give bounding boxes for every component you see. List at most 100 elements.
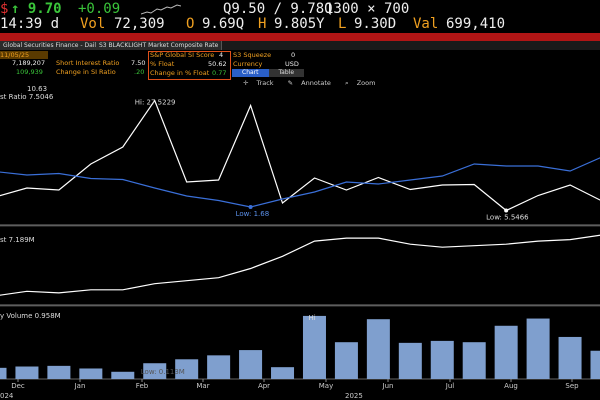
short-interest-value: 7,189,207 xyxy=(12,59,46,67)
volume-bar xyxy=(334,342,358,379)
change-si-ratio-value: .20 xyxy=(134,68,145,76)
open-label: O xyxy=(186,16,195,32)
volume-label: Vol xyxy=(80,16,106,32)
pct-float-label: % Float xyxy=(150,60,175,68)
x-month-label: Mar xyxy=(196,382,209,390)
volume-bar xyxy=(175,359,199,379)
zoom-icon: ⌕ xyxy=(344,79,349,87)
x-month-label: Jan xyxy=(74,382,86,390)
volume-bar xyxy=(79,368,103,379)
zoom-tool[interactable]: ⌕ Zoom xyxy=(345,79,381,87)
val-value: 699,410 xyxy=(446,16,506,32)
si-ratio-low-label: Low: 5.5466 xyxy=(486,214,529,222)
chart-view-button[interactable]: Chart xyxy=(232,69,269,77)
volume-bar xyxy=(526,318,550,379)
si-score-label: S&P Global SI Score xyxy=(150,51,215,59)
track-label: Track xyxy=(256,79,274,87)
view-toggle: Chart Table xyxy=(232,69,305,77)
change-pct-float-label: Change in % Float xyxy=(150,69,210,77)
volume-bar xyxy=(430,340,454,379)
volume-bar xyxy=(111,371,135,379)
short-interest-ratio-series-0 xyxy=(0,99,600,212)
volume-bar xyxy=(47,365,71,379)
bid-ask: Q9.50 / 9.78Q xyxy=(223,1,333,17)
high-value: 9.805Y xyxy=(274,16,325,32)
x-month-label: May xyxy=(319,382,333,390)
annotate-label: Annotate xyxy=(301,79,331,87)
pct-float-value: 50.62 xyxy=(208,60,227,68)
volume-bar xyxy=(590,350,600,379)
si-ratio-high-label: Hi: 27.5229 xyxy=(135,99,176,107)
volume-low-label: Low: 0.113M xyxy=(141,368,185,376)
x-month-label: Feb xyxy=(136,382,149,390)
volume-bar xyxy=(494,325,518,379)
annotate-icon: ✎ xyxy=(287,79,294,87)
si-ratio-blue-low-label: Low: 1.68 xyxy=(236,210,270,218)
si-ratio-low-marker xyxy=(504,208,509,213)
x-month-label: Jun xyxy=(382,382,394,390)
chart-area[interactable]: Hi: 27.5229 Low: 5.5466 Low: 1.68 Hi Low: 0… xyxy=(0,80,600,400)
short-interest-ratio-value: 7.50 xyxy=(131,59,146,67)
x-year-label: 2025 xyxy=(345,392,363,400)
volume-bar xyxy=(366,319,390,379)
short-interest-ratio-label: Short Interest Ratio xyxy=(56,59,120,67)
tab-bar: Global Securities Finance - Daily S3 BLA… xyxy=(0,41,600,50)
last-price: ↑ 9.70 xyxy=(11,1,62,17)
annotate-tool[interactable]: ✎ Annotate xyxy=(288,79,337,87)
s3-squeeze-label: S3 Squeeze xyxy=(233,51,272,59)
s3-squeeze-value: 0 xyxy=(291,51,296,59)
quote-header-row-2: 14:39 d Vol 72,309 O 9.69Q H 9.805Y L 9.… xyxy=(0,16,600,34)
zoom-label: Zoom xyxy=(356,79,376,87)
volume-bar xyxy=(302,315,326,379)
volume-bar xyxy=(398,342,422,379)
volume-bar xyxy=(271,367,295,379)
x-month-label: Aug xyxy=(504,382,518,390)
open-value: 9.69Q xyxy=(202,16,245,32)
si-ratio-legend: st Ratio 7.5046 xyxy=(0,93,54,101)
volume-high-label: Hi xyxy=(308,314,315,322)
volume-bar xyxy=(0,367,7,379)
x-month-label: Jul xyxy=(445,382,455,390)
score-box-outline xyxy=(148,51,231,80)
volume-bar xyxy=(462,342,486,379)
x-year-label: 024 xyxy=(0,392,14,400)
sparkline-icon xyxy=(141,4,181,15)
short-interest-legend: st 7.189M xyxy=(0,236,35,244)
short-interest-series-0 xyxy=(0,234,600,296)
function-red-bar xyxy=(0,33,600,41)
volume-bar xyxy=(239,350,263,379)
quote-time: 14:39 d xyxy=(0,16,60,32)
volume-bar xyxy=(15,366,39,379)
table-view-button[interactable]: Table xyxy=(268,69,305,77)
currency-value: USD xyxy=(285,60,299,68)
low-label: L xyxy=(338,16,347,32)
high-label: H xyxy=(258,16,267,32)
stats-date: 11/05/25 xyxy=(0,51,48,59)
price-prefix: $ xyxy=(0,1,9,17)
si-ratio-y-marker: 10.63 xyxy=(27,85,47,93)
volume-bar xyxy=(143,363,167,379)
currency-label: Currency xyxy=(233,60,263,68)
tab-global-securities-finance[interactable]: Global Securities Finance - Daily xyxy=(0,41,104,50)
si-score-value: 4 xyxy=(219,51,224,59)
si-ratio-blue-low-marker xyxy=(248,205,253,209)
quote-header-row-1: $ ↑ 9.70 +0.09 Q9.50 / 9.78Q 1300 × 700 xyxy=(0,0,600,20)
change-si-value: 109,939 xyxy=(16,68,43,76)
x-month-label: Sep xyxy=(565,382,579,390)
volume-value: 72,309 xyxy=(114,16,165,32)
x-month-label: Apr xyxy=(258,382,270,390)
volume-legend: y Volume 0.958M xyxy=(0,312,61,320)
tab-s3-blacklight-composite[interactable]: S3 BLACKLIGHT Market Composite Rate xyxy=(96,41,223,50)
low-value: 9.30D xyxy=(354,16,397,32)
x-month-label: Dec xyxy=(11,382,25,390)
change-pct-float-value: 0.77 xyxy=(212,69,227,77)
volume-bar xyxy=(558,336,582,379)
short-interest-ratio-series-1 xyxy=(0,157,600,208)
volume-bar xyxy=(207,355,231,379)
net-change: +0.09 xyxy=(78,1,121,17)
bid-ask-size: 1300 × 700 xyxy=(325,1,410,17)
stats-panel: 11/05/25 7,189,207 Short Interest Ratio … xyxy=(0,51,600,79)
chart-toolbar: ✛ Track ✎ Annotate ⌕ Zoom xyxy=(243,79,387,88)
change-si-ratio-label: Change in SI Ratio xyxy=(56,68,116,76)
track-tool[interactable]: ✛ Track xyxy=(243,79,280,87)
